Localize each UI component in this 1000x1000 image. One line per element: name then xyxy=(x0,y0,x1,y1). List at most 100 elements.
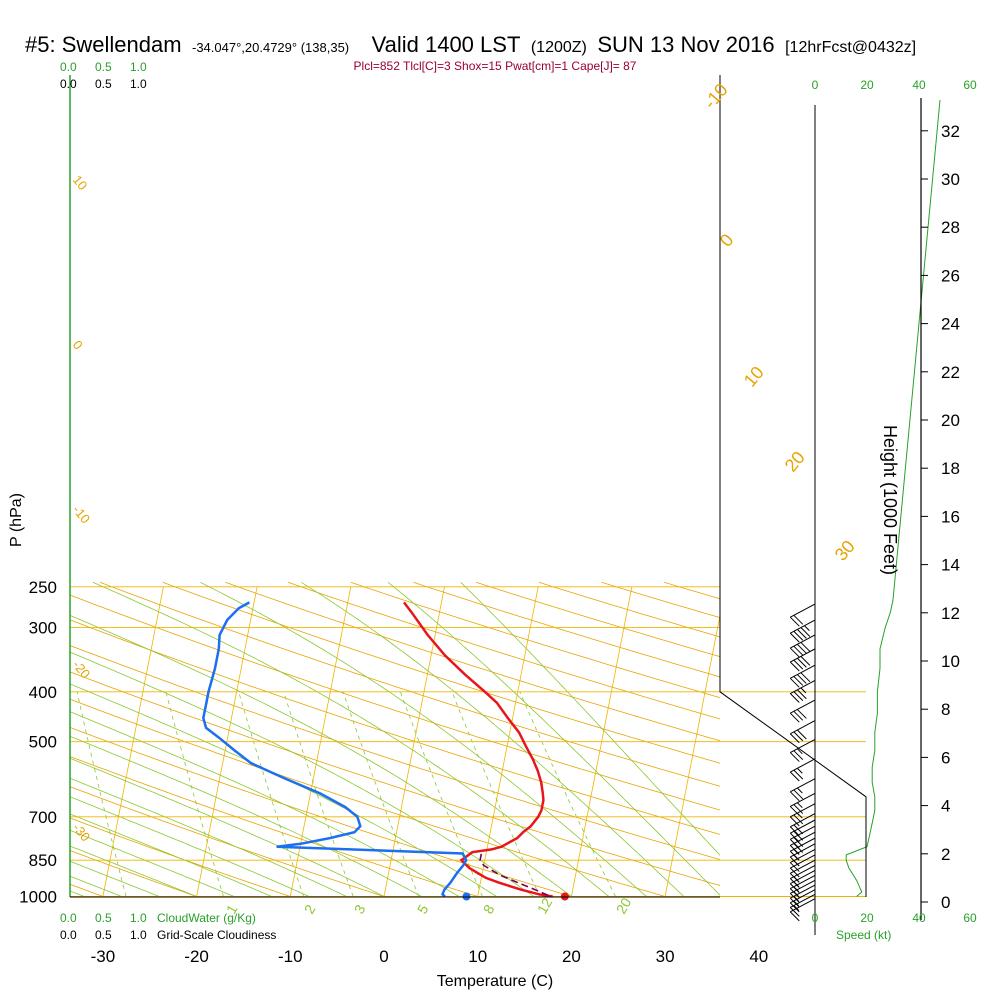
dry-adiabat-line xyxy=(70,817,291,897)
forecast-info: [12hrFcst@0432z] xyxy=(785,39,916,56)
wind-barb-half-feather xyxy=(796,787,803,794)
wind-barb-feather xyxy=(789,733,800,744)
wind-barb-feather xyxy=(793,659,804,670)
wind-barb-feather xyxy=(789,791,800,802)
right-frame-line xyxy=(719,75,867,897)
moist-adiabat-label: 10 xyxy=(70,172,91,193)
wind-barb-shaft xyxy=(790,758,816,773)
height-tick-label: 18 xyxy=(941,459,960,478)
pressure-tick-label: 400 xyxy=(29,683,57,702)
moist-adiabat-line xyxy=(70,860,160,897)
wind-barb-feather xyxy=(793,676,804,686)
isotherm-line xyxy=(946,587,1000,897)
wind-barb-shaft xyxy=(790,699,816,714)
wind-barb xyxy=(789,603,816,627)
mixing-ratio-label: 3 xyxy=(351,902,369,917)
wind-barb-shaft xyxy=(790,825,816,840)
dry-adiabat-label: 0 xyxy=(716,230,738,251)
x-tick-label: 30 xyxy=(656,947,675,966)
dry-adiabat-line xyxy=(225,581,720,742)
mixing-ratio-line xyxy=(76,691,127,897)
wind-barb-feather xyxy=(789,832,800,843)
wind-barb-feather xyxy=(800,656,811,666)
wind-barb-feather xyxy=(793,769,804,780)
moist-adiabat-line xyxy=(70,796,310,897)
bottom-speed-tick: 20 xyxy=(860,911,874,925)
height-tick-label: 6 xyxy=(941,748,950,767)
moist-adiabat-line xyxy=(0,582,9,896)
axis-layer: -30 -20 -10 0 10 20 30 402503004005007008501000… xyxy=(19,75,960,966)
mixing-ratio-label: 12 xyxy=(534,895,556,917)
wind-barb-shaft xyxy=(790,803,816,818)
wind-barb-feather xyxy=(789,867,800,878)
wind-barb-half-feather xyxy=(793,876,800,883)
wind-barb xyxy=(789,848,816,872)
bottom-cloudwater-tick: 1.0 xyxy=(130,911,147,925)
wind-barb-shaft xyxy=(790,898,816,913)
top-speed-scale: 0 20 40 60 xyxy=(812,78,977,92)
top-cloudwater-tick: 1.0 xyxy=(130,60,147,74)
dry-adiabat-label: 10 xyxy=(740,362,768,390)
wind-barb-shaft xyxy=(790,864,816,879)
wind-barb-shaft xyxy=(790,879,816,894)
wind-barb xyxy=(789,648,816,672)
x-tick-label: 40 xyxy=(749,947,768,966)
wind-barb-half-feather xyxy=(793,849,800,855)
dry-adiabat-line xyxy=(70,698,666,897)
wind-barb-shaft xyxy=(790,778,816,793)
top-cloudwater-tick: 0.5 xyxy=(95,60,112,74)
top-cloudiness-tick: 1.0 xyxy=(130,77,147,91)
bottom-cloudiness-scale: 0.0 0.5 1.0 Grid-Scale Cloudiness xyxy=(60,928,276,942)
wind-barb xyxy=(789,854,816,878)
wind-barb-shaft xyxy=(790,634,816,649)
moist-adiabat-label: -30 xyxy=(70,820,94,844)
moist-adiabat-line xyxy=(70,757,385,897)
wind-barb-feather xyxy=(789,661,800,672)
dry-adiabat-line xyxy=(413,581,720,678)
dry-adiabat-line xyxy=(70,726,572,897)
moist-adiabat-label: 0 xyxy=(70,337,86,352)
wind-barb-feather xyxy=(789,712,800,723)
cloudiness-label: Grid-Scale Cloudiness xyxy=(157,928,276,942)
wind-barb-feather xyxy=(789,677,800,688)
dry-adiabat-line xyxy=(99,581,720,787)
wind-barb-half-feather xyxy=(796,748,803,755)
moist-adiabat-line xyxy=(70,735,422,897)
height-tick-label: 12 xyxy=(941,604,960,623)
wind-barb-shaft xyxy=(790,884,816,899)
bottom-speed-tick: 0 xyxy=(812,911,819,925)
wind-speed-profile-line xyxy=(845,99,941,897)
moist-adiabat-line xyxy=(70,711,460,897)
wind-barb-shaft xyxy=(790,603,816,618)
wind-barb-feather xyxy=(793,691,804,702)
wind-barb-feather xyxy=(789,771,800,782)
dry-adiabat-line xyxy=(0,582,9,896)
wind-barb-half-feather xyxy=(804,625,810,631)
height-tick-label: 22 xyxy=(941,363,960,382)
wind-barb-feather xyxy=(793,789,804,800)
dry-adiabat-line xyxy=(70,756,478,897)
dry-adiabat-label: -10 xyxy=(700,80,732,113)
wind-barb xyxy=(789,619,816,643)
dry-adiabat-line xyxy=(70,786,385,897)
wind-barb-shaft xyxy=(790,874,816,890)
stability-indices: Plcl=852 Tlcl[C]=3 Shox=15 Pwat[cm]=1 Ca… xyxy=(354,59,637,73)
moist-adiabat-line xyxy=(387,581,720,896)
wind-barb-shaft xyxy=(790,854,816,869)
x-tick-label: 20 xyxy=(562,947,581,966)
wind-barb-feather xyxy=(796,709,807,719)
moist-adiabat-line xyxy=(301,581,685,897)
dry-adiabat-line xyxy=(70,850,197,897)
wind-barb-half-feather xyxy=(793,895,800,902)
wind-barb-feather xyxy=(796,729,807,740)
wind-barb-shaft xyxy=(790,619,816,634)
y-axis-label: P (hPa) xyxy=(8,493,25,547)
wind-barb-half-feather xyxy=(800,687,807,694)
wind-barb xyxy=(789,859,816,883)
wind-barb xyxy=(789,634,816,658)
wind-barb-feather xyxy=(789,907,800,917)
mixing-ratio-line xyxy=(283,691,354,897)
valid-date: SUN 13 Nov 2016 xyxy=(597,32,774,57)
dry-adiabat-label: 20 xyxy=(781,447,809,475)
valid-time: Valid 1400 LST xyxy=(372,32,521,57)
